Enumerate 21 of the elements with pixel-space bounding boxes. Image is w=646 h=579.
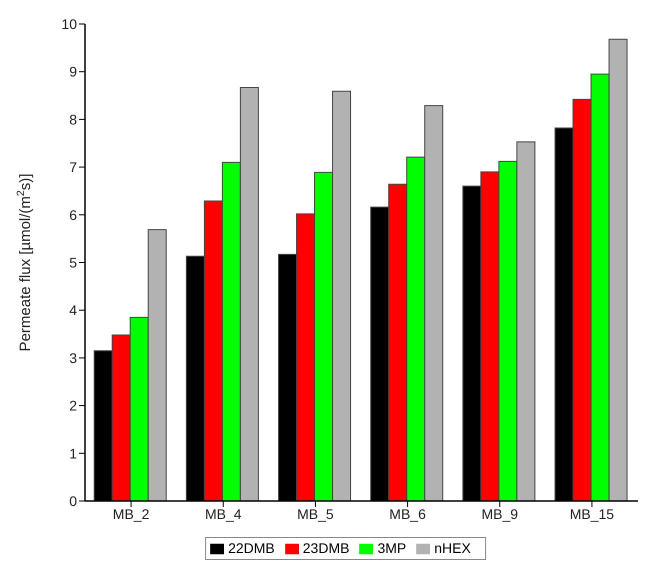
legend-label: 3MP [377, 540, 406, 556]
y-tick-label: 6 [69, 206, 78, 223]
y-tick-label: 10 [61, 16, 78, 32]
y-tick-label: 5 [69, 254, 78, 270]
y-tick-label: 9 [69, 64, 78, 80]
y-tick-label: 1 [69, 445, 78, 462]
x-tick-label: MB_15 [570, 506, 614, 522]
x-tick-label: MB_4 [204, 506, 242, 522]
y-tick-label: 2 [69, 398, 78, 414]
y-tick-label: 3 [69, 350, 78, 366]
x-tick-label: MB_9 [481, 506, 518, 522]
legend-label: 23DMB [302, 540, 350, 556]
legend-label: nHEX [434, 540, 471, 556]
x-tick-label: MB_5 [297, 506, 334, 522]
y-tick-label: 0 [69, 492, 78, 509]
x-tick-label: MB_2 [112, 506, 150, 522]
x-tick-label: MB_6 [389, 506, 426, 522]
legend-label: 22DMB [228, 540, 275, 556]
y-tick-label: 4 [69, 302, 78, 318]
y-tick-label: 7 [69, 159, 78, 176]
y-tick-label: 8 [69, 111, 78, 128]
